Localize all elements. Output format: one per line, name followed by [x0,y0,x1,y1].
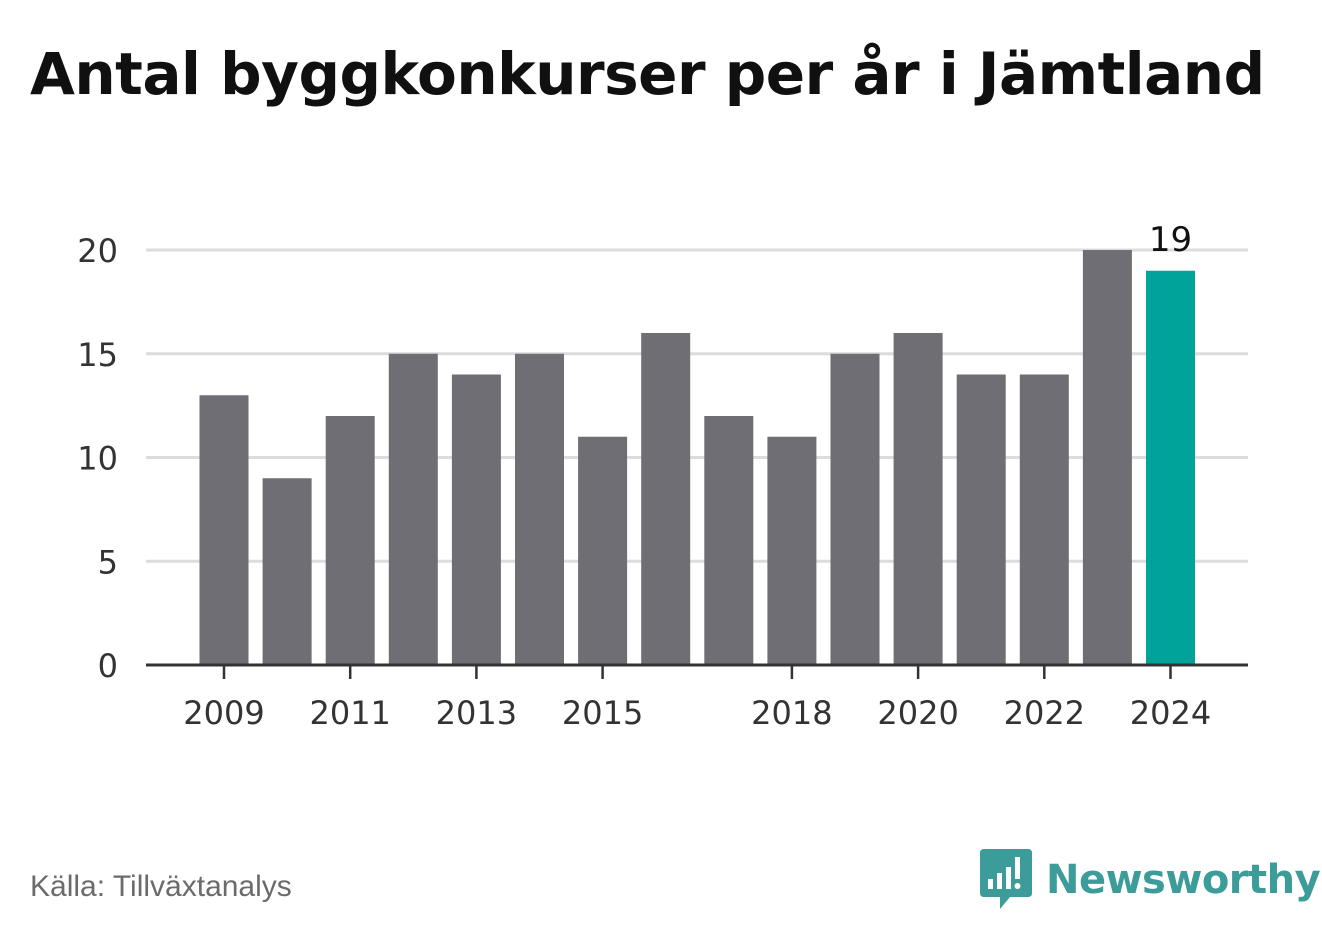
bar-2012 [388,353,438,665]
bar-2022 [1019,374,1069,665]
x-tick-label: 2015 [562,694,643,732]
bar-2020 [893,333,943,665]
bar-2010 [262,478,312,665]
bar-chart-speech-bubble-icon [980,849,1032,909]
x-tick-label: 2011 [309,694,390,732]
source-label: Källa: Tillväxtanalys [30,870,292,903]
bar-2011 [325,416,375,665]
bar-2018 [767,436,817,665]
x-tick-label: 2024 [1130,694,1211,732]
brand: Newsworthy [980,848,1321,912]
bar-2009 [199,395,249,665]
brand-name: Newsworthy [1046,857,1321,903]
x-tick-label: 2020 [877,694,958,732]
y-tick-label: 10 [77,440,118,478]
y-tick-label: 5 [98,543,118,581]
bar-2023 [1082,250,1132,665]
data-label-2024: 19 [1149,220,1192,260]
bars [199,250,1195,665]
bar-2014 [515,353,564,665]
bar-2021 [956,374,1006,665]
y-tick-label: 20 [77,232,118,270]
bar-2017 [704,416,754,665]
bar-2013 [451,374,501,665]
x-axis [146,663,1248,679]
bar-chart: 0 5 10 15 20 19 2009 2011 2013 2015 2018 2020 2022 20… [77,220,1248,732]
bar-2024 [1146,270,1195,665]
bar-2015 [578,436,628,665]
chart-title: Antal byggkonkurser per år i Jämtland [30,40,1265,108]
y-tick-label: 15 [77,336,118,374]
bar-2016 [641,333,691,665]
x-tick-label: 2009 [183,694,264,732]
y-tick-label: 0 [98,647,118,685]
tick-labels: 0 5 10 15 20 19 2009 2011 2013 2015 2018 2020 2022 20… [77,220,1211,732]
x-tick-label: 2018 [751,694,832,732]
x-tick-label: 2022 [1004,694,1085,732]
bar-2019 [830,353,880,665]
x-tick-label: 2013 [436,694,517,732]
